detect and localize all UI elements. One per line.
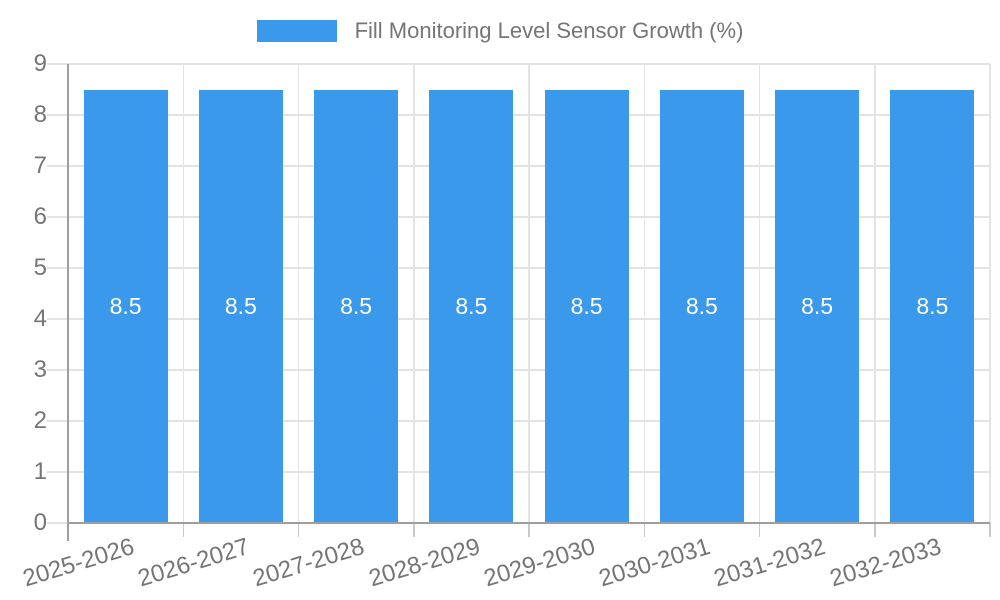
bar[interactable]: 8.5 (429, 89, 514, 523)
x-axis-tick-label: 2031-2032 (711, 533, 829, 593)
y-axis-tick-label: 6 (33, 203, 47, 230)
x-axis-boundary-tick (297, 523, 300, 537)
gridline-horizontal (47, 114, 990, 116)
gridline-vertical (758, 64, 761, 523)
bar-value-label: 8.5 (340, 292, 373, 319)
gridline-vertical (413, 64, 415, 523)
gridline-horizontal (47, 216, 990, 218)
y-axis-tick-label: 1 (33, 458, 47, 485)
y-axis-tick-label: 9 (33, 50, 47, 77)
gridline-horizontal (47, 471, 990, 473)
y-axis-tick-label: 3 (33, 356, 47, 383)
y-axis-tick-label: 4 (33, 305, 47, 332)
bar[interactable]: 8.5 (544, 89, 629, 523)
x-axis-tick-label: 2028-2029 (365, 533, 483, 593)
gridline-vertical (989, 64, 991, 523)
x-axis-boundary-tick (989, 523, 991, 537)
bar-value-label: 8.5 (455, 292, 488, 319)
bar-value-label: 8.5 (109, 292, 142, 319)
bar-value-label: 8.5 (916, 292, 949, 319)
x-axis-boundary-tick (182, 523, 184, 537)
gridline-horizontal (47, 369, 990, 371)
y-axis-tick-label: 2 (33, 407, 47, 434)
y-axis-tick-label: 7 (33, 152, 47, 179)
gridline-vertical (874, 64, 876, 523)
gridline-vertical (643, 64, 645, 523)
x-axis-tick-label: 2030-2031 (595, 533, 714, 593)
gridline-horizontal (47, 318, 990, 320)
x-axis-boundary-tick (528, 523, 530, 537)
gridline-vertical (528, 64, 530, 523)
gridline-vertical (182, 64, 184, 523)
x-axis-tick-label: 2032-2033 (826, 533, 944, 593)
gridline-horizontal (47, 420, 990, 422)
x-axis-tick-label: 2025-2026 (19, 533, 138, 593)
x-axis-boundary-tick (874, 523, 876, 537)
gridline-vertical (297, 64, 300, 523)
bar[interactable]: 8.5 (83, 89, 168, 523)
legend-swatch-icon (256, 20, 337, 42)
legend[interactable]: Fill Monitoring Level Sensor Growth (%) (0, 18, 1000, 44)
bar-value-label: 8.5 (685, 292, 718, 319)
x-axis-boundary-tick (758, 523, 761, 537)
x-axis-tick-label: 2026-2027 (134, 533, 253, 593)
y-axis-line (66, 64, 69, 541)
bar-value-label: 8.5 (801, 292, 834, 319)
bar[interactable]: 8.5 (659, 89, 744, 523)
x-axis-boundary-tick (413, 523, 415, 537)
bar-value-label: 8.5 (570, 292, 603, 319)
x-axis-tick-label: 2029-2030 (480, 533, 599, 593)
gridline-horizontal (47, 267, 990, 269)
bar[interactable]: 8.5 (890, 89, 975, 523)
bar[interactable]: 8.5 (314, 89, 399, 523)
gridline-horizontal (47, 63, 990, 65)
x-axis-boundary-tick (643, 523, 645, 537)
bar[interactable]: 8.5 (198, 89, 283, 523)
x-axis-line (66, 522, 990, 524)
y-axis-tick-label: 5 (33, 254, 47, 281)
legend-label: Fill Monitoring Level Sensor Growth (%) (354, 18, 744, 43)
y-axis-tick-label: 8 (33, 101, 47, 128)
y-axis-tick-label: 0 (33, 509, 47, 536)
bar[interactable]: 8.5 (775, 89, 860, 523)
x-axis-tick-label: 2027-2028 (250, 533, 368, 593)
bar-value-label: 8.5 (224, 292, 257, 319)
gridline-horizontal (47, 165, 990, 167)
